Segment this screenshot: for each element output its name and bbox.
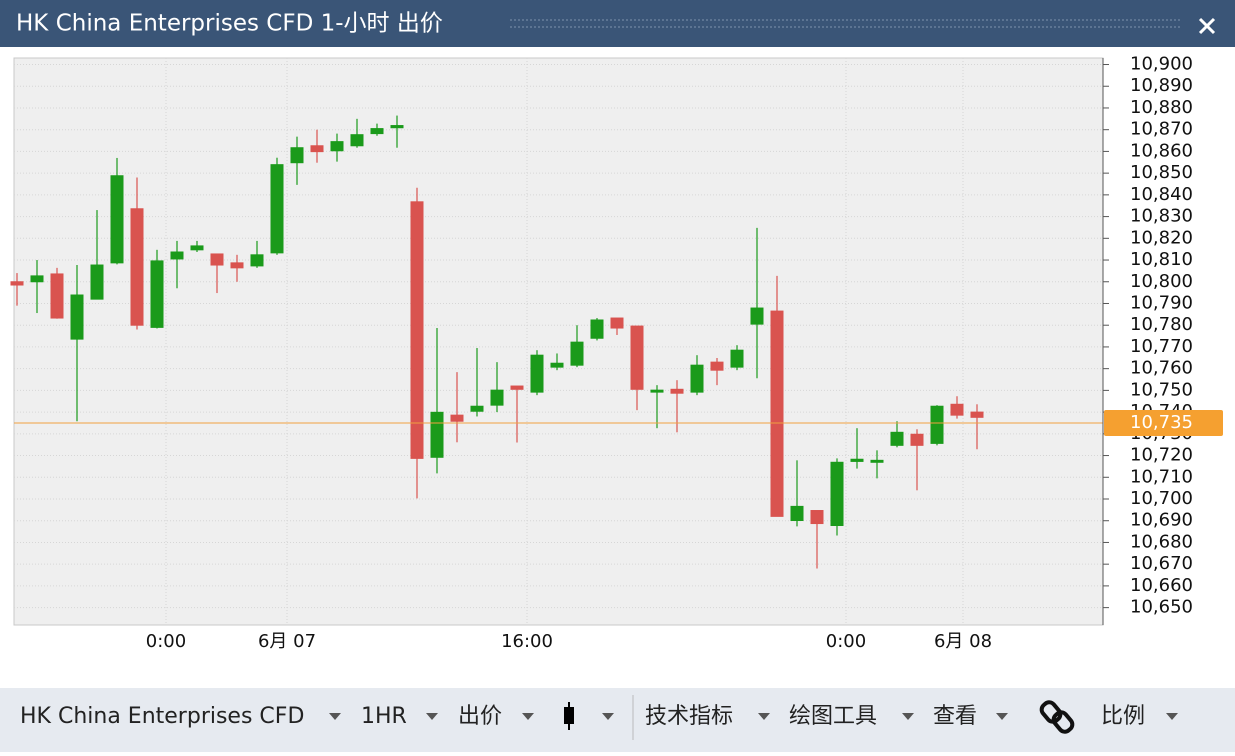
candle-body: [470, 405, 484, 412]
y-tick-label: 10,750: [1130, 379, 1193, 400]
candle-body: [350, 134, 364, 147]
y-tick-label: 10,770: [1130, 336, 1193, 357]
y-tick-label: 10,900: [1130, 54, 1193, 75]
candle-body: [810, 510, 824, 525]
y-tick-label: 10,870: [1130, 119, 1193, 140]
candle-body: [570, 341, 584, 366]
last-price-label: 10,735: [1130, 412, 1193, 433]
candle-body: [630, 325, 644, 390]
link-button[interactable]: [1039, 700, 1075, 734]
candle-body: [190, 245, 204, 251]
candle-body: [650, 389, 664, 393]
candle-body: [590, 319, 604, 339]
y-tick-label: 10,670: [1130, 553, 1193, 574]
y-tick-label: 10,810: [1130, 249, 1193, 270]
candle-body: [950, 403, 964, 416]
candle-body: [690, 364, 704, 393]
candle-body: [970, 411, 984, 418]
y-tick-label: 10,760: [1130, 358, 1193, 379]
y-tick-label: 10,700: [1130, 488, 1193, 509]
candle-body: [610, 317, 624, 329]
candle-body: [270, 164, 284, 254]
dropdown-arrows: [329, 713, 1178, 720]
title-bar: [0, 0, 1235, 47]
toolbar: [0, 688, 1235, 752]
candle-body: [230, 262, 244, 269]
view-menu[interactable]: 查看: [933, 704, 977, 729]
candle-body: [910, 433, 924, 446]
y-tick-label: 10,830: [1130, 206, 1193, 227]
candle-body: [310, 145, 324, 153]
chart-type-button[interactable]: [564, 702, 574, 730]
window-title: HK China Enterprises CFD 1-小时 出价: [16, 11, 443, 37]
y-tick-label: 10,660: [1130, 575, 1193, 596]
candle-body: [490, 389, 504, 406]
y-tick-label: 10,790: [1130, 292, 1193, 313]
y-tick-label: 10,840: [1130, 184, 1193, 205]
price-type-select[interactable]: 出价: [458, 704, 502, 729]
candle-body: [390, 125, 404, 129]
last-price-tag: [1104, 409, 1223, 436]
y-tick-label: 10,890: [1130, 75, 1193, 96]
candle-body: [730, 349, 744, 368]
candle-body: [670, 388, 684, 394]
candle-body: [870, 459, 884, 463]
candle-body: [170, 251, 184, 260]
candle-body: [130, 208, 144, 326]
scale-menu[interactable]: 比例: [1101, 704, 1145, 729]
candle-body: [210, 253, 224, 266]
candle-body: [50, 273, 64, 319]
candle-body: [530, 354, 544, 393]
candle-body: [710, 361, 724, 371]
x-tick-label: 16:00: [501, 631, 553, 652]
candle-body: [290, 147, 304, 164]
y-tick-label: 10,860: [1130, 140, 1193, 161]
candle-body: [30, 275, 44, 283]
candle-body: [430, 411, 444, 458]
y-tick-label: 10,690: [1130, 510, 1193, 531]
candle-body: [110, 175, 124, 264]
candle-body: [510, 385, 524, 390]
candle-body: [410, 201, 424, 459]
candle-body: [150, 260, 164, 328]
x-tick-label: 6月 07: [258, 631, 316, 652]
x-tick-label: 6月 08: [934, 631, 992, 652]
x-tick-label: 0:00: [826, 631, 866, 652]
plot-area: [13, 57, 1104, 626]
candle-body: [250, 254, 264, 267]
candle-body: [770, 310, 784, 517]
x-tick-label: 0:00: [146, 631, 186, 652]
candle-body: [90, 264, 104, 300]
candle-body: [930, 405, 944, 444]
indicators-menu[interactable]: 技术指标: [645, 704, 733, 729]
y-tick-label: 10,780: [1130, 314, 1193, 335]
instrument-select[interactable]: HK China Enterprises CFD: [20, 704, 304, 729]
y-tick-label: 10,680: [1130, 531, 1193, 552]
interval-select[interactable]: 1HR: [361, 704, 407, 729]
candle-body: [70, 294, 84, 340]
candle-body: [850, 458, 864, 462]
y-tick-label: 10,650: [1130, 597, 1193, 618]
y-tick-label: 10,880: [1130, 97, 1193, 118]
candle-body: [10, 281, 24, 286]
candle-body: [330, 141, 344, 152]
y-tick-label: 10,820: [1130, 227, 1193, 248]
candle-body: [450, 414, 464, 422]
drawing-tools-menu[interactable]: 绘图工具: [789, 704, 877, 729]
candle-body: [550, 362, 564, 368]
close-button[interactable]: [1198, 17, 1216, 35]
y-tick-label: 10,710: [1130, 466, 1193, 487]
candle-body: [830, 461, 844, 527]
candle-body: [890, 431, 904, 446]
y-tick-label: 10,720: [1130, 445, 1193, 466]
candle-body: [790, 505, 804, 522]
candle-body: [370, 128, 384, 135]
y-tick-label: 10,850: [1130, 162, 1193, 183]
candle-body: [750, 307, 764, 325]
y-tick-label: 10,800: [1130, 271, 1193, 292]
